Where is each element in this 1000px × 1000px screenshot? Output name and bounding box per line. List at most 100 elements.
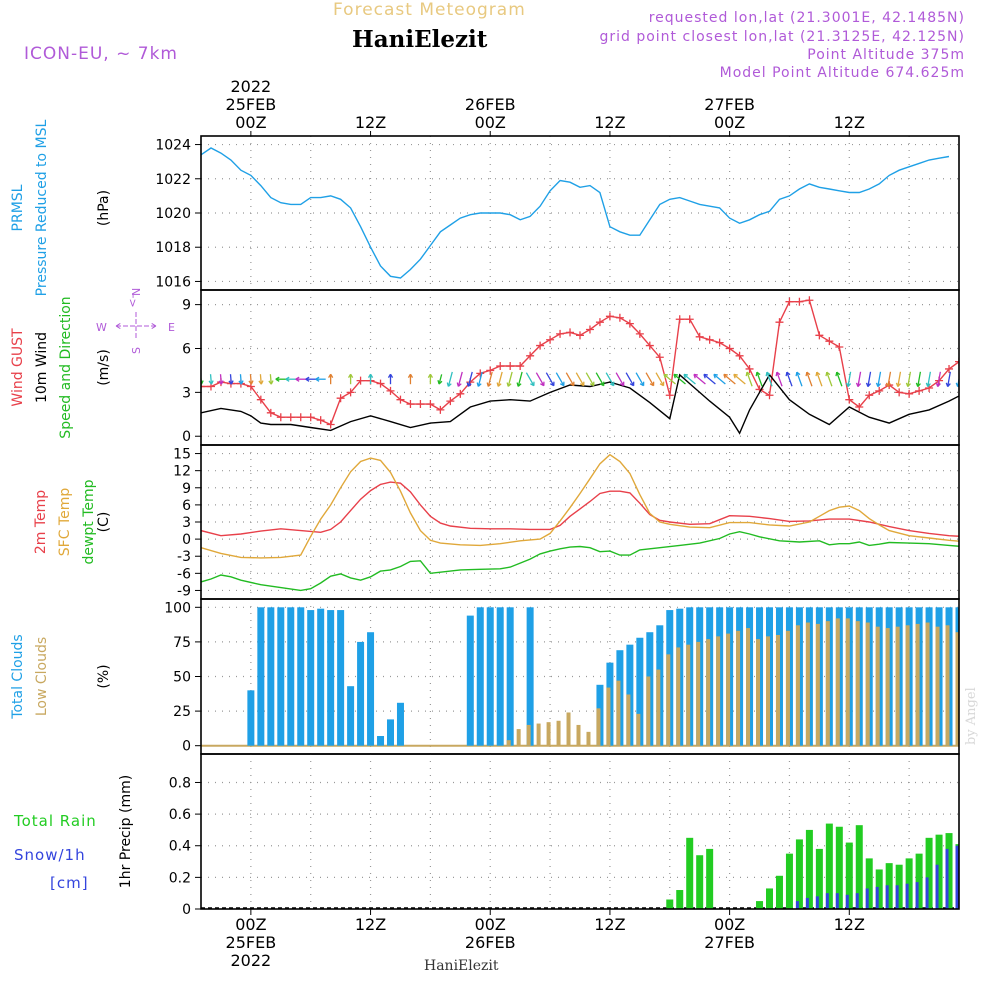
wind-arrow-head — [305, 376, 310, 382]
rain-bar — [845, 842, 853, 909]
total-clouds-bar — [526, 607, 534, 746]
wind-arrow-shaft — [937, 371, 941, 387]
total-clouds-bar — [377, 736, 385, 746]
rain-bar — [935, 834, 943, 909]
wind-arrow — [275, 376, 286, 382]
bottom-day-label: 26FEB — [465, 933, 516, 952]
model-point-altitude: Model Point Altitude 674.625m — [719, 65, 965, 81]
wind-arrow — [315, 376, 326, 382]
wind-arrow-head — [466, 382, 472, 387]
bottom-day-label: 27FEB — [704, 933, 755, 952]
gust-marker — [945, 364, 954, 373]
gust-marker — [316, 416, 325, 425]
y-tick-label: 0 — [182, 429, 191, 445]
compass-e: E — [168, 321, 175, 334]
plot-area-wind — [201, 290, 959, 445]
wind-arrow-head — [865, 382, 872, 388]
wind-arrow-shaft — [655, 372, 665, 387]
gust-marker — [516, 362, 525, 371]
bottom-year-label: 2022 — [231, 951, 272, 970]
snow-bar — [925, 877, 929, 909]
wind-arrow-head — [347, 373, 354, 378]
wind-arrow — [427, 373, 434, 385]
low-clouds-bar — [955, 632, 959, 746]
wind-arrow — [208, 374, 214, 385]
wind-arrow-head — [248, 380, 254, 385]
total-clouds-bar — [307, 610, 315, 746]
gust-marker — [845, 395, 854, 404]
wind-arrow — [407, 373, 414, 385]
wind-arrow-head — [835, 371, 841, 377]
wind-arrow — [655, 372, 665, 387]
top-day-label: 26FEB — [465, 95, 516, 114]
low-clouds-bar — [905, 625, 910, 746]
gust-marker — [306, 413, 315, 422]
snow-bar — [895, 885, 899, 909]
wind-arrow — [815, 371, 823, 387]
wind-arrow-head — [550, 381, 555, 387]
wind-arrow — [785, 371, 793, 387]
wind-arrow — [805, 371, 813, 387]
gust-marker — [895, 388, 904, 397]
2m-temp-line — [201, 481, 959, 537]
top-day-label: 25FEB — [226, 95, 277, 114]
y-tick-label: 1024 — [155, 138, 191, 154]
low-clouds-bar — [686, 644, 691, 746]
wind-arrow — [683, 373, 696, 385]
snow-bar — [885, 885, 889, 909]
y-axis-unit-pressure: (hPa) — [96, 190, 112, 226]
model-name: ICON-EU, ~ 7km — [24, 44, 178, 64]
total-clouds-bar — [466, 615, 474, 746]
gust-marker — [785, 297, 794, 306]
snow-bar — [915, 882, 919, 909]
snow-bar — [905, 883, 909, 909]
wind-arrow — [905, 371, 912, 388]
low-clouds-bar — [616, 680, 621, 746]
y-axis-label-clouds-1: Low Clouds — [34, 637, 50, 716]
y-axis-label-pressure-0: PRMSL — [10, 184, 26, 231]
gust-marker — [615, 313, 624, 322]
wind-arrow-head — [693, 373, 698, 379]
wind-arrow-shaft — [229, 374, 233, 385]
total-clouds-bar — [387, 719, 394, 746]
gust-marker — [645, 341, 654, 350]
low-clouds-bar — [736, 630, 741, 746]
bottom-hour-label: 12Z — [834, 915, 865, 934]
wind-arrow-shaft — [487, 371, 493, 387]
wind-arrow-shaft — [877, 371, 882, 387]
y-tick-label: 15 — [173, 447, 191, 463]
panel-frame-precip — [200, 753, 960, 910]
rain-bar — [855, 825, 863, 909]
gust-marker — [266, 408, 275, 417]
wind-arrow — [733, 373, 746, 385]
gust-marker — [655, 353, 664, 362]
wind-arrow — [516, 371, 523, 387]
low-clouds-bar — [566, 712, 571, 746]
y-axis-label-wind-2: Speed and Direction — [58, 296, 74, 438]
y-tick-label: 50 — [173, 670, 191, 686]
snow-bar — [945, 848, 949, 909]
wind-arrow-head — [496, 382, 502, 387]
total-clouds-bar — [297, 607, 305, 746]
wind-arrow-head — [258, 380, 264, 385]
rain-bar — [925, 837, 933, 909]
low-clouds-bar — [855, 621, 860, 746]
wind-arrow-shaft — [663, 373, 676, 385]
wind-arrow — [713, 373, 726, 385]
wind-arrow — [865, 371, 872, 388]
rain-bar — [785, 853, 793, 909]
total-clouds-bar — [486, 607, 494, 746]
top-hour-label: 12Z — [834, 113, 865, 132]
wind-arrow — [775, 371, 783, 387]
wind-arrow — [328, 373, 334, 385]
wind-arrow-shaft — [645, 372, 655, 387]
wind-arrow-head — [875, 382, 882, 388]
gust-marker — [725, 344, 734, 353]
wind-arrow-head — [755, 371, 761, 377]
wind-arrow — [446, 371, 453, 387]
wind-arrow — [456, 371, 463, 387]
y-axis-label-wind-0: Wind GUST — [10, 328, 26, 407]
y-tick-label: 75 — [173, 635, 191, 651]
wind-arrow-shaft — [457, 371, 463, 387]
low-clouds-bar — [766, 636, 770, 746]
